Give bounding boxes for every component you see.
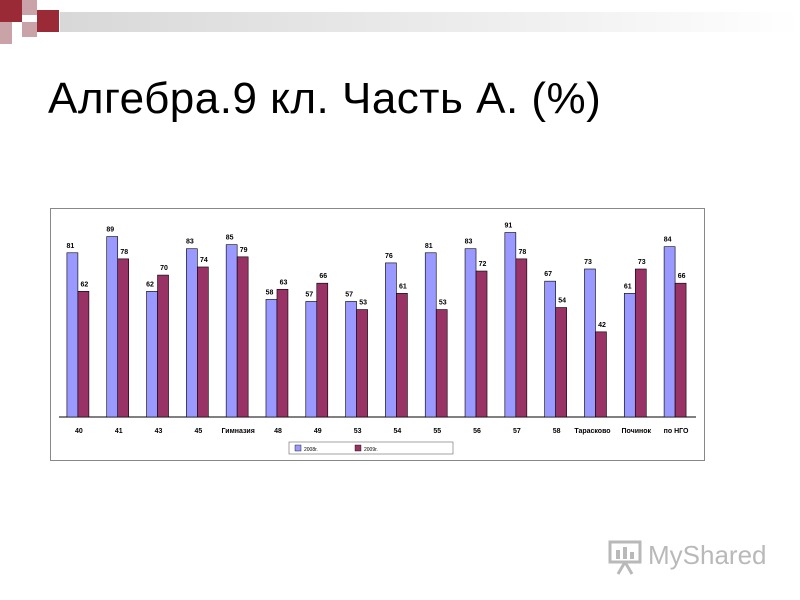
data-label: 70 xyxy=(160,265,168,272)
bar-series1 xyxy=(305,301,318,418)
bar-series2 xyxy=(674,282,687,418)
data-label: 76 xyxy=(385,253,393,260)
data-label: 83 xyxy=(186,239,194,246)
bar-series2 xyxy=(157,274,169,418)
bar-series1 xyxy=(464,248,477,418)
bar-series2 xyxy=(396,293,408,418)
data-label: 58 xyxy=(266,289,274,296)
data-label: 81 xyxy=(425,243,433,250)
bar-series2 xyxy=(77,291,90,418)
data-label: 66 xyxy=(678,273,686,280)
corner-square xyxy=(37,10,59,32)
bar-series1 xyxy=(265,299,278,418)
x-tick-label: 43 xyxy=(155,428,163,435)
data-label: 91 xyxy=(504,223,512,230)
corner-band xyxy=(60,12,800,32)
data-label: 61 xyxy=(399,283,407,290)
bar-series1 xyxy=(385,262,397,418)
bar-series1 xyxy=(186,248,198,418)
data-label: 79 xyxy=(240,247,248,254)
legend-swatch xyxy=(354,444,362,452)
bar-series1 xyxy=(225,244,238,418)
x-tick-label: 54 xyxy=(394,428,402,435)
bar-series2 xyxy=(236,256,249,418)
legend-label: 2008г. xyxy=(304,447,318,453)
bar-chart: 81 62 40 89 78 41 62 70 43 83 74 45 85 79 Гимназия 58 63… xyxy=(59,223,696,455)
data-label: 84 xyxy=(664,237,672,244)
x-tick-label: Тарасково xyxy=(574,428,610,435)
bar-series1 xyxy=(584,268,596,418)
bar-series2 xyxy=(197,266,209,418)
data-label: 89 xyxy=(106,227,114,234)
x-tick-label: Починок xyxy=(622,428,652,435)
data-label: 63 xyxy=(280,279,288,286)
legend-swatch xyxy=(294,444,302,452)
x-tick-label: Гимназия xyxy=(221,428,254,435)
data-label: 74 xyxy=(200,257,208,264)
bar-series1 xyxy=(504,232,517,418)
data-label: 62 xyxy=(146,281,154,288)
corner-decoration xyxy=(0,0,800,44)
chart-frame: 81 62 40 89 78 41 62 70 43 83 74 45 85 79 Гимназия 58 63… xyxy=(50,208,705,461)
data-label: 83 xyxy=(465,239,473,246)
corner-square xyxy=(22,0,37,15)
watermark-text: MyShared xyxy=(648,540,767,570)
x-tick-label: 41 xyxy=(115,428,123,435)
legend-box xyxy=(288,441,454,455)
x-tick-label: 57 xyxy=(513,428,521,435)
bar-series2 xyxy=(276,288,289,418)
data-label: 62 xyxy=(81,281,89,288)
page-title: Алгебра.9 кл. Часть А. (%) xyxy=(48,74,602,123)
data-label: 42 xyxy=(598,322,606,329)
bar-series2 xyxy=(555,307,567,418)
x-tick-label: 48 xyxy=(274,428,282,435)
x-tick-label: 56 xyxy=(473,428,481,435)
data-label: 57 xyxy=(305,291,313,298)
x-tick-label: 45 xyxy=(194,428,202,435)
bar-series2 xyxy=(634,268,647,418)
corner-square xyxy=(0,22,12,44)
data-label: 81 xyxy=(67,243,75,250)
data-label: 78 xyxy=(518,249,526,256)
bar-series1 xyxy=(424,252,437,418)
data-label: 57 xyxy=(345,291,353,298)
bar-series2 xyxy=(475,270,488,418)
data-label: 85 xyxy=(226,235,234,242)
x-tick-label: 58 xyxy=(553,428,561,435)
data-label: 67 xyxy=(544,271,552,278)
presentation-board-icon xyxy=(608,540,642,575)
bar-series2 xyxy=(435,309,448,418)
legend-label: 2009г. xyxy=(364,447,378,453)
data-label: 73 xyxy=(638,259,646,266)
watermark: MyShared xyxy=(606,536,776,576)
corner-square xyxy=(22,22,37,37)
data-label: 53 xyxy=(359,300,367,307)
bar-series1 xyxy=(663,246,676,418)
data-label: 54 xyxy=(558,298,566,305)
x-tick-label: по НГО xyxy=(664,428,689,435)
bar-series2 xyxy=(595,331,607,418)
data-label: 53 xyxy=(439,300,447,307)
bar-series2 xyxy=(117,258,130,418)
bar-series1 xyxy=(345,301,357,418)
bar-series2 xyxy=(515,258,528,418)
bar-series1 xyxy=(544,280,556,418)
x-tick-label: 55 xyxy=(433,428,441,435)
x-tick-label: 49 xyxy=(314,428,322,435)
data-label: 72 xyxy=(479,261,487,268)
data-label: 61 xyxy=(624,283,632,290)
data-label: 73 xyxy=(584,259,592,266)
bar-series2 xyxy=(316,282,329,418)
bar-series2 xyxy=(356,309,368,418)
bar-series1 xyxy=(66,252,79,418)
x-tick-label: 53 xyxy=(354,428,362,435)
bar-series1 xyxy=(623,293,636,418)
data-label: 66 xyxy=(319,273,327,280)
bar-series1 xyxy=(146,291,158,418)
data-label: 78 xyxy=(120,249,128,256)
bar-series1 xyxy=(106,236,119,418)
x-tick-label: 40 xyxy=(75,428,83,435)
corner-square xyxy=(0,0,22,22)
